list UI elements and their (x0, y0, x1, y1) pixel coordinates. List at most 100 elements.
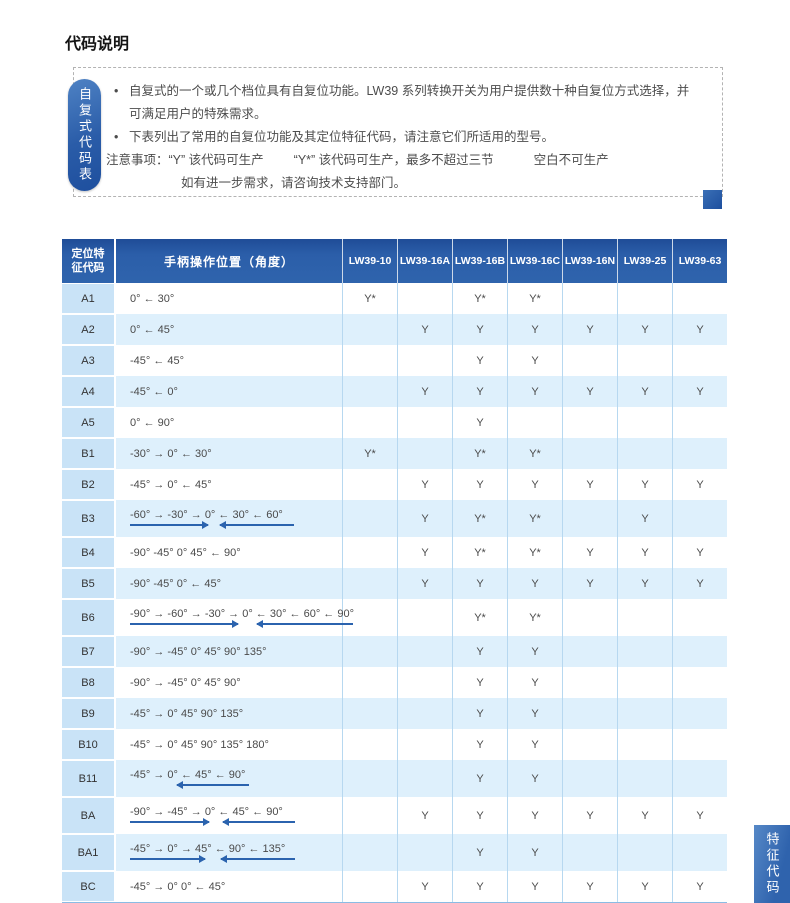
table-row: B7 -90° → -45° 0° 45° 90° 135° Y Y (62, 636, 727, 667)
availability-cell (562, 667, 617, 698)
table-row: BA1 -45° → 0° → 45° ← 90° ← 135° Y Y (62, 834, 727, 871)
availability-cell: Y (452, 834, 507, 871)
availability-cell (672, 729, 727, 760)
code-cell: A2 (62, 315, 114, 344)
code-cell: B11 (62, 761, 114, 796)
position-text: -45° ← 0° (130, 385, 178, 398)
table-row: B8 -90° → -45° 0° 45° 90° Y Y (62, 667, 727, 698)
availability-cell (617, 438, 672, 469)
info-bullet-1-text: 自复式的一个或几个档位具有自复位功能。LW39 系列转换开关为用户提供数十种自复… (129, 84, 690, 98)
availability-cell (672, 407, 727, 438)
position-text-wrap: -90° → -60° → -30° → 0° ← 30° ← 60° ← 90… (130, 608, 354, 628)
position-cell: -45° → 0° ← 45° ← 90° (116, 760, 342, 797)
position-cell: -90° → -45° 0° 45° 90° (116, 667, 342, 698)
code-cell: A5 (62, 408, 114, 437)
availability-cell: Y (452, 797, 507, 834)
availability-cell: Y (562, 469, 617, 500)
availability-cell: Y (507, 345, 562, 376)
position-cell: -30° → 0° ← 30° (116, 438, 342, 469)
position-text-wrap: 0° ← 90° (130, 417, 342, 429)
availability-cell: Y (507, 667, 562, 698)
availability-cell: Y (507, 729, 562, 760)
availability-cell (562, 500, 617, 537)
position-text: -60° → -30° → 0° ← 30° ← 60° (130, 508, 283, 521)
availability-cell: Y (617, 376, 672, 407)
table-header-row: 定位特 征代码 手柄操作位置（角度） LW39-10 LW39-16A LW39-1… (62, 239, 727, 283)
availability-cell: Y (562, 568, 617, 599)
table-row: B10 -45° → 0° 45° 90° 135° 180° Y Y (62, 729, 727, 760)
table-body: A1 0° ← 30° Y* Y* Y* A2 0° ← 45° Y Y Y Y Y Y A3 -45° ←… (62, 283, 727, 903)
code-cell: B6 (62, 600, 114, 635)
availability-cell (617, 283, 672, 314)
availability-cell: Y (507, 636, 562, 667)
note-line: 注意事项： “Y” 该代码可生产 “Y*” 该代码可生产，最多不超过三节 空白不… (106, 149, 706, 172)
availability-cell: Y (507, 698, 562, 729)
availability-cell: Y (452, 760, 507, 797)
availability-cell (397, 283, 452, 314)
table-row: A5 0° ← 90° Y (62, 407, 727, 438)
position-text: 0° ← 90° (130, 416, 175, 429)
position-text: -90° → -45° 0° 45° 90° (130, 676, 241, 689)
availability-cell: Y (397, 537, 452, 568)
note-item-y-star: “Y*” 该代码可生产，最多不超过三节 (293, 153, 494, 167)
availability-cell: Y (617, 500, 672, 537)
position-text: -45° → 0° ← 45° ← 90° (130, 768, 246, 781)
position-cell: -90° -45° 0° 45° ← 90° (116, 537, 342, 568)
table-row: B11 -45° → 0° ← 45° ← 90° Y Y (62, 760, 727, 797)
table-row: A2 0° ← 45° Y Y Y Y Y Y (62, 314, 727, 345)
self-reset-info-box: 自复式代码表 • 自复式的一个或几个档位具有自复位功能。LW39 系列转换开关为… (68, 67, 723, 209)
position-text-wrap: 0° ← 30° (130, 293, 342, 305)
position-text-wrap: -45° ← 0° (130, 386, 342, 398)
availability-cell (672, 345, 727, 376)
column-header-position: 手柄操作位置（角度） (116, 239, 342, 283)
availability-cell: Y (507, 760, 562, 797)
availability-cell: Y (562, 871, 617, 902)
column-header-model: LW39-16N (562, 239, 617, 283)
table-row: B9 -45° → 0° 45° 90° 135° Y Y (62, 698, 727, 729)
availability-cell: Y (672, 469, 727, 500)
availability-cell: Y (507, 314, 562, 345)
brand-tagline: A SIEMENS COMPANY (579, 0, 738, 3)
availability-cell (562, 438, 617, 469)
code-cell: B5 (62, 569, 114, 598)
position-text-wrap: -90° -45° 0° ← 45° (130, 578, 342, 590)
code-cell: B9 (62, 699, 114, 728)
position-text: -90° → -45° → 0° ← 45° ← 90° (130, 805, 283, 818)
availability-cell (397, 407, 452, 438)
availability-cell: Y (397, 314, 452, 345)
availability-cell: Y (507, 568, 562, 599)
availability-cell: Y* (507, 438, 562, 469)
spring-return-arrow-layer (130, 817, 342, 826)
availability-cell: Y (507, 469, 562, 500)
availability-cell (342, 834, 397, 871)
position-cell: -45° → 0° 0° ← 45° (116, 871, 342, 902)
availability-cell (672, 834, 727, 871)
availability-cell (617, 834, 672, 871)
availability-cell (562, 345, 617, 376)
availability-cell: Y (672, 537, 727, 568)
code-cell: B1 (62, 439, 114, 468)
side-tab-text: 特征代码 (764, 832, 780, 896)
position-cell: -60° → -30° → 0° ← 30° ← 60° (116, 500, 342, 537)
note-item-blank: 空白不可生产 (533, 153, 609, 167)
spring-return-arrow-left (176, 780, 249, 789)
corner-accent-square (703, 190, 722, 209)
position-text: -90° → -45° 0° 45° 90° 135° (130, 645, 267, 658)
code-cell: B8 (62, 668, 114, 697)
position-cell: -45° ← 45° (116, 345, 342, 376)
availability-cell (562, 407, 617, 438)
column-header-model: LW39-10 (342, 239, 397, 283)
availability-cell: Y (672, 376, 727, 407)
feature-code-table: 定位特 征代码 手柄操作位置（角度） LW39-10 LW39-16A LW39-1… (62, 239, 727, 903)
column-header-model: LW39-63 (672, 239, 727, 283)
availability-cell (342, 314, 397, 345)
availability-cell: Y (507, 797, 562, 834)
availability-cell: Y* (507, 283, 562, 314)
availability-cell: Y (452, 314, 507, 345)
code-cell: BC (62, 872, 114, 901)
availability-cell (342, 698, 397, 729)
availability-cell (397, 636, 452, 667)
availability-cell (562, 283, 617, 314)
availability-cell: Y (507, 834, 562, 871)
